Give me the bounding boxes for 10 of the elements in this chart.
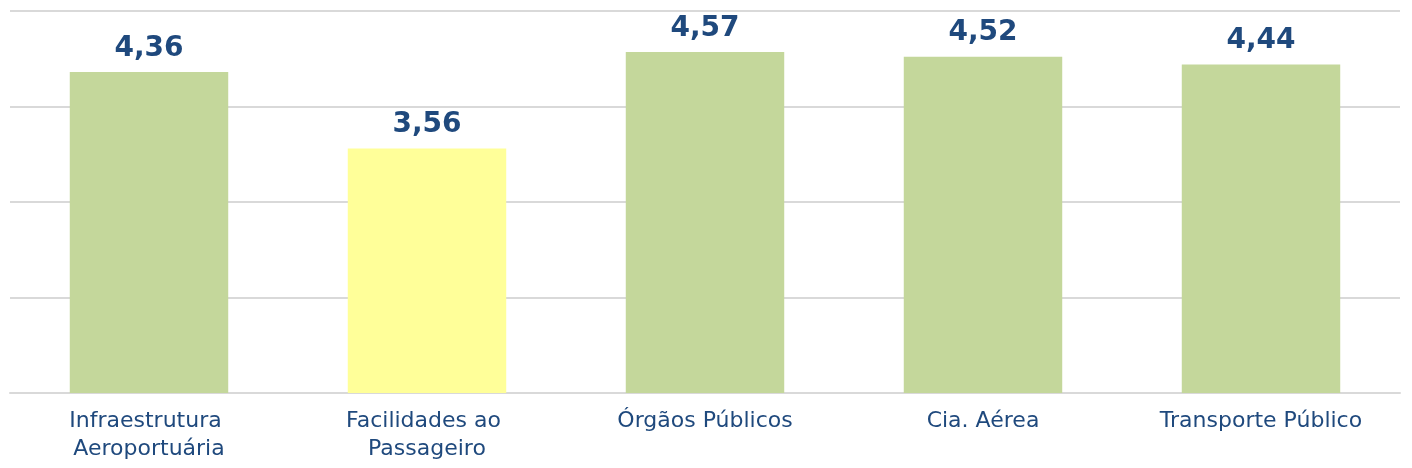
x-tick-label: Transporte Público [1158,406,1363,432]
data-label: 4,36 [114,29,184,63]
x-tick-label: Facilidades ao Passageiro [346,406,508,460]
data-label: 4,44 [1226,21,1296,55]
x-tick-label: Cia. Aérea [926,406,1040,432]
data-label: 4,57 [670,9,740,43]
x-tick-label: Órgãos Públicos [617,406,793,432]
data-label: 4,52 [948,14,1018,48]
data-label: 3,56 [392,106,462,140]
x-tick-label: Infraestrutura Aeroportuária [69,406,229,460]
